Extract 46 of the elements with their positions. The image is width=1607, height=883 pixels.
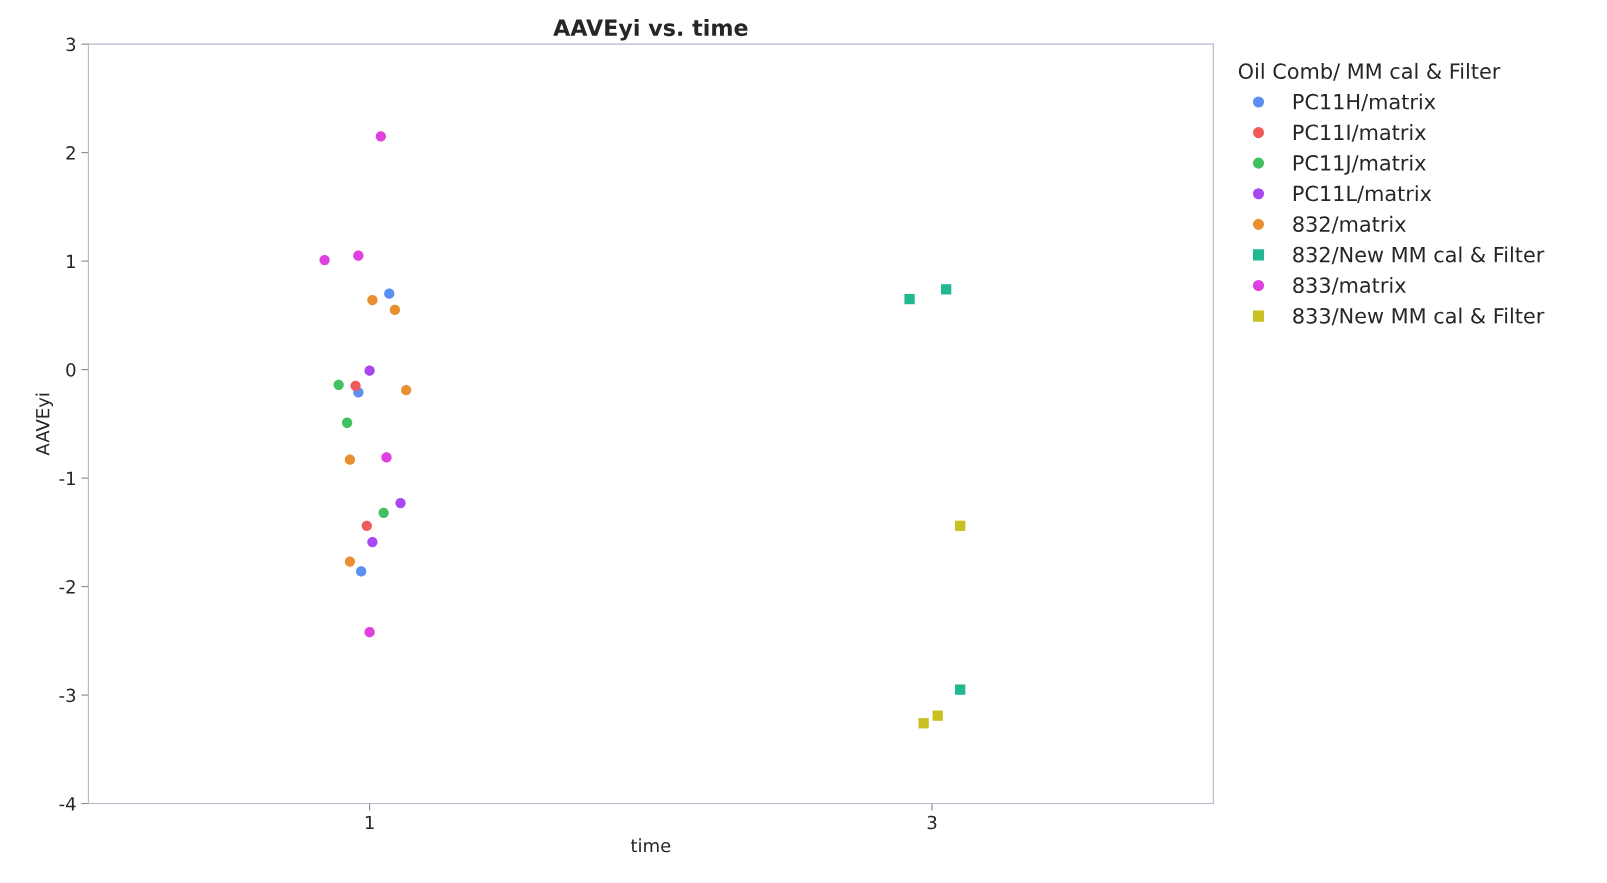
y-tick-label: -2: [59, 580, 75, 594]
point: [350, 380, 361, 392]
point: [932, 710, 943, 721]
legend-title: Oil Comb/ MM cal & Filter: [1238, 62, 1501, 81]
point: [918, 718, 929, 729]
point: [389, 304, 401, 316]
point: [341, 417, 353, 428]
point: [361, 520, 372, 531]
point: [375, 131, 387, 142]
legend-label: PC11I/matrix: [1293, 124, 1426, 142]
legend-label: 833/matrix: [1293, 276, 1406, 295]
chart-title: AAVEyi vs. time: [553, 18, 748, 41]
point: [367, 295, 378, 306]
point: [364, 626, 375, 638]
point: [904, 293, 915, 305]
y-tick-label: 3: [66, 37, 76, 52]
point: [333, 379, 344, 390]
y-tick-label: 2: [66, 146, 75, 160]
point: [364, 365, 375, 376]
legend-label: PC11H/matrix: [1293, 93, 1436, 112]
point: [401, 385, 412, 396]
point: [955, 520, 966, 531]
legend-label: 832/matrix: [1293, 215, 1406, 234]
y-tick-label: 1: [67, 254, 75, 268]
point: [319, 254, 330, 266]
y-tick-label: -1: [59, 471, 75, 485]
legend-label: 833/New MM cal & Filter: [1293, 307, 1545, 326]
x-axis-title: time: [630, 838, 671, 853]
legend-label: PC11L/matrix: [1293, 185, 1432, 203]
y-tick-label: 0: [66, 363, 76, 377]
point: [378, 507, 389, 518]
y-tick-label: -3: [59, 688, 76, 703]
y-axis-title: AAVEyi: [35, 393, 54, 456]
point: [940, 284, 952, 295]
point: [395, 497, 406, 509]
legend-label: PC11J/matrix: [1293, 154, 1426, 175]
point: [353, 250, 364, 261]
y-tick-label: -4: [59, 797, 76, 811]
point: [367, 536, 378, 548]
point: [356, 566, 367, 577]
point: [384, 288, 395, 299]
legend-label: 832/New MM cal & Filter: [1293, 246, 1545, 265]
point: [381, 452, 392, 463]
point: [344, 454, 356, 465]
point: [955, 684, 966, 695]
point: [344, 556, 356, 567]
